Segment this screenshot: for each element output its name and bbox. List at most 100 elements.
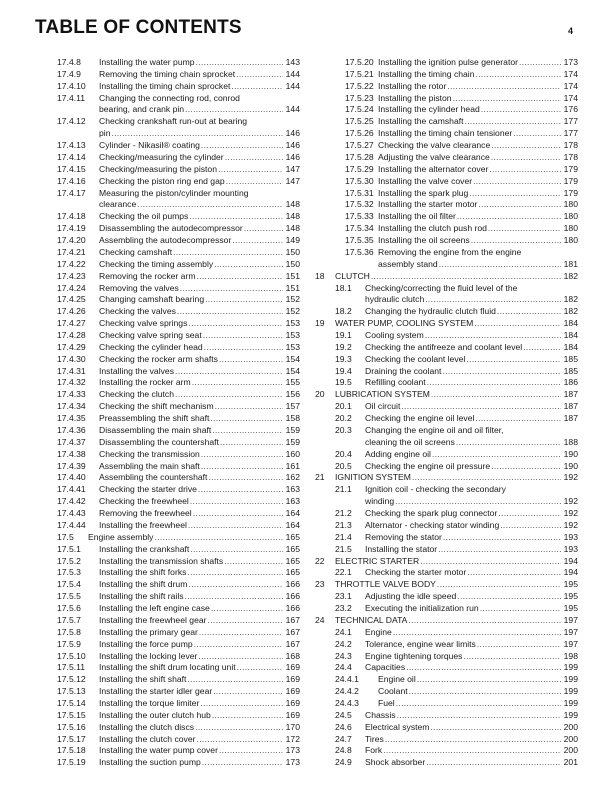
toc-entry[interactable]: 17.5.36 Removing the engine from the engi… (0, 246, 612, 258)
toc-entry[interactable]: 17.4.8 Installing the water pump 143 (0, 56, 612, 68)
toc-entry[interactable]: 17.5.6 Installing the left engine case 166 (0, 602, 612, 614)
toc-entry[interactable]: 17.4.28 Checking valve spring seat 153 (0, 329, 612, 341)
toc-entry[interactable]: 20.2 Checking the engine oil level 187 (0, 412, 612, 424)
toc-entry[interactable]: 17.4.43 Removing the freewheel 164 (0, 507, 612, 519)
toc-entry[interactable]: 19.2 Checking the antifreeze and coolant … (0, 341, 612, 353)
toc-entry[interactable]: 20.4 Adding engine oil 190 (0, 448, 612, 460)
toc-entry[interactable]: 17.4.17 Measuring the piston/cylinder mou… (0, 187, 612, 199)
toc-entry[interactable]: 17.5.33 Installing the oil filter 180 (0, 210, 612, 222)
toc-entry[interactable]: 17.5.7 Installing the freewheel gear 167 (0, 614, 612, 626)
toc-entry[interactable]: 17.5.21 Installing the timing chain 174 (0, 68, 612, 80)
toc-entry[interactable]: 17.4.23 Removing the rocker arm 151 (0, 270, 612, 282)
toc-entry[interactable]: 17.5.1 Installing the crankshaft 165 (0, 543, 612, 555)
toc-entry[interactable]: 17.5.25 Installing the camshaft 177 (0, 115, 612, 127)
toc-entry[interactable]: 17.5.20 Installing the ignition pulse gen… (0, 56, 612, 68)
toc-entry[interactable]: 24.4.2 Coolant 199 (0, 685, 612, 697)
toc-entry[interactable]: 17.5.31 Installing the spark plug 179 (0, 187, 612, 199)
toc-entry[interactable]: 17.4.12 Checking crankshaft run-out at be… (0, 115, 612, 127)
toc-entry[interactable]: 17.5.8 Installing the primary gear 167 (0, 626, 612, 638)
toc-entry[interactable]: 22.1 Checking the starter motor 194 (0, 566, 612, 578)
toc-entry[interactable]: 17.4.19 Disassembling the autodecompresso… (0, 222, 612, 234)
toc-entry[interactable]: 17.4.13 Cylinder - Nikasil® coating 146 (0, 139, 612, 151)
toc-entry[interactable]: 17.5.34 Installing the clutch push rod 180 (0, 222, 612, 234)
toc-entry[interactable]: 19.1 Cooling system 184 (0, 329, 612, 341)
toc-entry[interactable]: 24.4 Capacities 199 (0, 661, 612, 673)
toc-entry[interactable]: 20.5 Checking the engine oil pressure 190 (0, 460, 612, 472)
toc-entry[interactable]: 23.1 Adjusting the idle speed 195 (0, 590, 612, 602)
toc-entry[interactable]: 24.6 Electrical system 200 (0, 721, 612, 733)
toc-entry[interactable]: 17.5.18 Installing the water pump cover 17… (0, 744, 612, 756)
toc-entry[interactable]: 18.1 Checking/correcting the fluid level … (0, 282, 612, 294)
toc-entry[interactable]: 17.5.16 Installing the clutch discs 170 (0, 721, 612, 733)
toc-entry[interactable]: 21.3 Alternator - checking stator winding… (0, 519, 612, 531)
toc-entry[interactable]: 20.1 Oil circuit 187 (0, 400, 612, 412)
toc-entry[interactable]: 17.4.39 Assembling the main shaft 161 (0, 460, 612, 472)
toc-entry[interactable]: 17.4.14 Checking/measuring the cylinder 14… (0, 151, 612, 163)
toc-entry[interactable]: 17.5.15 Installing the outer clutch hub 16… (0, 709, 612, 721)
toc-entry[interactable]: 17.5.3 Installing the shift forks 165 (0, 566, 612, 578)
toc-entry[interactable]: 24.1 Engine 197 (0, 626, 612, 638)
toc-entry[interactable]: 19 WATER PUMP, COOLING SYSTEM 184 (0, 317, 612, 329)
toc-entry[interactable]: 17.5 Engine assembly 165 (0, 531, 612, 543)
toc-entry[interactable]: 17.5.17 Installing the clutch cover 172 (0, 733, 612, 745)
toc-entry[interactable]: 22 ELECTRIC STARTER 194 (0, 555, 612, 567)
toc-entry[interactable]: winding 192 (0, 495, 612, 507)
toc-entry[interactable]: 19.5 Refilling coolant 186 (0, 376, 612, 388)
toc-entry[interactable]: hydraulic clutch 182 (0, 293, 612, 305)
toc-entry[interactable]: 17.5.24 Installing the cylinder head 176 (0, 103, 612, 115)
toc-entry[interactable]: 24.9 Shock absorber 201 (0, 756, 612, 768)
toc-entry[interactable]: 17.5.32 Installing the starter motor 180 (0, 198, 612, 210)
toc-entry[interactable]: 17.4.24 Removing the valves 151 (0, 282, 612, 294)
toc-entry[interactable]: 24.2 Tolerance, engine wear limits 197 (0, 638, 612, 650)
toc-entry[interactable]: 17.4.29 Checking the cylinder head 153 (0, 341, 612, 353)
toc-entry[interactable]: 17.4.34 Checking the shift mechanism 157 (0, 400, 612, 412)
toc-entry[interactable]: 17.5.19 Installing the suction pump 173 (0, 756, 612, 768)
toc-entry[interactable]: 17.4.11 Changing the connecting rod, conr… (0, 92, 612, 104)
toc-entry[interactable]: 18 CLUTCH 182 (0, 270, 612, 282)
toc-entry[interactable]: 17.4.25 Changing camshaft bearing 152 (0, 293, 612, 305)
toc-entry[interactable]: 24.7 Tires 200 (0, 733, 612, 745)
toc-entry[interactable]: 17.5.27 Checking the valve clearance 178 (0, 139, 612, 151)
toc-entry[interactable]: 20.3 Changing the engine oil and oil filt… (0, 424, 612, 436)
toc-entry[interactable]: 17.5.23 Installing the piston 174 (0, 92, 612, 104)
toc-entry[interactable]: 17.5.28 Adjusting the valve clearance 178 (0, 151, 612, 163)
toc-entry[interactable]: 17.5.30 Installing the valve cover 179 (0, 175, 612, 187)
toc-entry[interactable]: 21.1 Ignition coil - checking the seconda… (0, 483, 612, 495)
toc-entry[interactable]: 23 THROTTLE VALVE BODY 195 (0, 578, 612, 590)
toc-entry[interactable]: clearance 148 (0, 198, 612, 210)
toc-entry[interactable]: cleaning the oil screens 188 (0, 436, 612, 448)
toc-entry[interactable]: 23.2 Executing the initialization run 195 (0, 602, 612, 614)
toc-entry[interactable]: 21.5 Installing the stator 193 (0, 543, 612, 555)
toc-entry[interactable]: 17.4.30 Checking the rocker arm shafts 154 (0, 353, 612, 365)
toc-entry[interactable]: 24.8 Fork 200 (0, 744, 612, 756)
toc-entry[interactable]: 17.5.2 Installing the transmission shafts… (0, 555, 612, 567)
toc-entry[interactable]: 19.4 Draining the coolant 185 (0, 365, 612, 377)
toc-entry[interactable]: 17.4.38 Checking the transmission 160 (0, 448, 612, 460)
toc-entry[interactable]: 17.4.42 Checking the freewheel 163 (0, 495, 612, 507)
toc-entry[interactable]: 24.4.3 Fuel 199 (0, 697, 612, 709)
toc-entry[interactable]: 17.4.21 Checking camshaft 150 (0, 246, 612, 258)
toc-entry[interactable]: 24.3 Engine tightening torques 198 (0, 650, 612, 662)
toc-entry[interactable]: assembly stand 181 (0, 258, 612, 270)
toc-entry[interactable]: 17.5.14 Installing the torque limiter 169 (0, 697, 612, 709)
toc-entry[interactable]: 17.4.37 Disassembling the countershaft 159 (0, 436, 612, 448)
toc-entry[interactable]: 17.5.10 Installing the locking lever 168 (0, 650, 612, 662)
toc-entry[interactable]: 17.5.11 Installing the shift drum locatin… (0, 661, 612, 673)
toc-entry[interactable]: 17.4.32 Installing the rocker arm 155 (0, 376, 612, 388)
toc-entry[interactable]: 17.4.33 Checking the clutch 156 (0, 388, 612, 400)
toc-entry[interactable]: pin 146 (0, 127, 612, 139)
toc-entry[interactable]: 17.5.12 Installing the shift shaft 169 (0, 673, 612, 685)
toc-entry[interactable]: 21.2 Checking the spark plug connector 192 (0, 507, 612, 519)
toc-entry[interactable]: 17.4.31 Installing the valves 154 (0, 365, 612, 377)
toc-entry[interactable]: 21.4 Removing the stator 193 (0, 531, 612, 543)
toc-entry[interactable]: 17.5.9 Installing the force pump 167 (0, 638, 612, 650)
toc-entry[interactable]: 20 LUBRICATION SYSTEM 187 (0, 388, 612, 400)
toc-entry[interactable]: 24 TECHNICAL DATA 197 (0, 614, 612, 626)
toc-entry[interactable]: 19.3 Checking the coolant level 185 (0, 353, 612, 365)
toc-entry[interactable]: 17.5.26 Installing the timing chain tensi… (0, 127, 612, 139)
toc-entry[interactable]: 17.4.20 Assembling the autodecompressor 14… (0, 234, 612, 246)
toc-entry[interactable]: 17.5.22 Installing the rotor 174 (0, 80, 612, 92)
toc-entry[interactable]: 17.4.22 Checking the timing assembly 150 (0, 258, 612, 270)
